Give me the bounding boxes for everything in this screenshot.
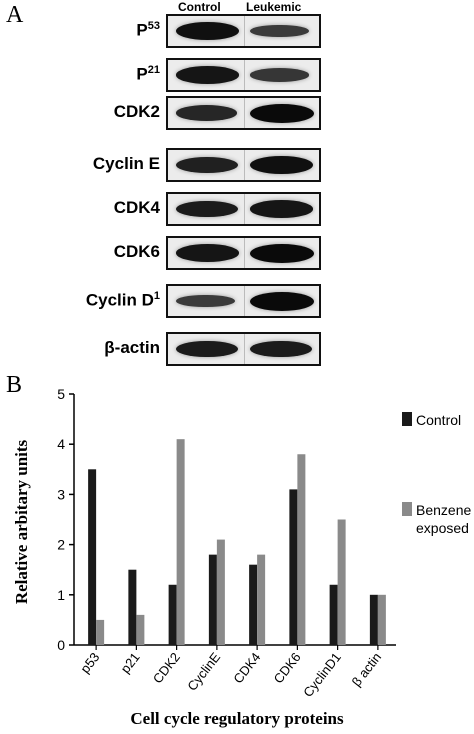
- chart-legend: Control Benzene exposed: [402, 412, 471, 536]
- band-leukemic: [250, 155, 314, 175]
- blot-strip: [166, 96, 321, 130]
- band-leukemic: [250, 243, 314, 263]
- blot-label: CDK4: [114, 198, 160, 218]
- lane-header-leukemic: Leukemic: [246, 0, 302, 14]
- bar-benzene: [136, 614, 145, 645]
- blot-strip: [166, 284, 321, 318]
- x-tick-label: CyclinE: [184, 649, 223, 693]
- x-tick-label: p53: [77, 650, 102, 676]
- blot-strip: [166, 192, 321, 226]
- bar-benzene: [176, 439, 185, 645]
- bar-control: [289, 489, 298, 645]
- blot-strip: [166, 148, 321, 182]
- blot-label-text: β-actin: [104, 338, 160, 357]
- legend-label-control: Control: [416, 412, 461, 428]
- band-leukemic: [250, 200, 313, 218]
- band-control: [176, 21, 240, 41]
- lane-separator: [244, 16, 245, 46]
- blot-strip: [166, 14, 321, 48]
- bar-control: [249, 564, 258, 645]
- x-tick-label: CDK2: [150, 650, 183, 687]
- bar-benzene: [337, 519, 346, 645]
- blot-label: β-actin: [104, 338, 160, 358]
- legend-swatch-benzene: [402, 502, 412, 516]
- band-control: [176, 105, 237, 121]
- lane-separator: [244, 238, 245, 268]
- band-leukemic: [250, 291, 314, 311]
- y-tick-label: 1: [57, 587, 65, 603]
- bar-control: [88, 469, 97, 645]
- x-axis-title: Cell cycle regulatory proteins: [130, 709, 344, 728]
- x-tick-label: CyclinD1: [300, 650, 344, 700]
- y-tick-label: 3: [57, 486, 65, 502]
- x-tick-label: CDK6: [271, 650, 304, 687]
- blot-label: P21: [136, 64, 160, 85]
- blot-strip: [166, 332, 321, 366]
- blot-label: CDK2: [114, 102, 160, 122]
- blot-label: P53: [136, 20, 160, 41]
- bar-control: [208, 554, 217, 645]
- blot-label-sup: 1: [153, 290, 160, 302]
- y-tick-label: 0: [57, 637, 65, 653]
- lane-header-control: Control: [178, 0, 221, 14]
- y-tick-label: 2: [57, 537, 65, 553]
- lane-separator: [244, 150, 245, 180]
- bar-benzene: [297, 454, 306, 645]
- bar-control: [128, 569, 137, 645]
- bar-control: [369, 594, 378, 645]
- band-control: [176, 244, 239, 262]
- blot-label: Cyclin E: [93, 154, 160, 174]
- lane-separator: [244, 334, 245, 364]
- lane-separator: [244, 60, 245, 90]
- x-tick-label: β actin: [349, 650, 385, 690]
- band-control: [176, 200, 239, 218]
- blot-strip: [166, 58, 321, 92]
- x-tick-label: p21: [118, 650, 143, 676]
- band-control: [176, 156, 238, 174]
- bar-benzene: [216, 539, 225, 645]
- band-leukemic: [250, 340, 313, 358]
- chart-bars: [88, 439, 386, 645]
- band-control: [176, 340, 239, 358]
- legend-label-benzene: Benzene: [416, 502, 471, 518]
- bar-control: [329, 584, 338, 645]
- chart-axes: [69, 393, 396, 650]
- blot-label-text: Cyclin E: [92, 154, 160, 173]
- blot-label-text: CDK4: [113, 198, 160, 217]
- legend-swatch-control: [402, 412, 412, 426]
- band-leukemic: [250, 68, 310, 82]
- y-tick-label: 5: [57, 386, 65, 402]
- blot-label-text: CDK2: [113, 102, 160, 121]
- y-tick-label: 4: [57, 436, 65, 452]
- band-control: [176, 294, 235, 308]
- blot-label-text: CDK6: [113, 242, 160, 261]
- band-control: [176, 66, 239, 84]
- band-leukemic: [250, 103, 314, 123]
- legend-label-benzene-2: exposed: [416, 520, 469, 536]
- panel-b-letter: B: [6, 372, 23, 398]
- blot-label-text: P: [136, 64, 148, 84]
- blot-label-sup: 53: [147, 20, 160, 32]
- band-leukemic: [250, 24, 309, 38]
- bar-benzene: [257, 554, 266, 645]
- lane-separator: [244, 286, 245, 316]
- x-tick-label: CDK4: [230, 650, 263, 687]
- blot-label-text: P: [136, 20, 148, 40]
- blot-strip: [166, 236, 321, 270]
- bar-benzene: [377, 594, 386, 645]
- blot-label-text: Cyclin D: [85, 290, 154, 310]
- blot-label: Cyclin D1: [86, 290, 160, 311]
- panel-a-letter: A: [6, 2, 24, 28]
- bar-benzene: [96, 619, 105, 645]
- lane-separator: [244, 194, 245, 224]
- blot-label: CDK6: [114, 242, 160, 262]
- blot-label-sup: 21: [147, 64, 160, 76]
- bar-control: [168, 584, 177, 645]
- y-axis-title: Relative arbitary units: [12, 439, 31, 604]
- lane-separator: [244, 98, 245, 128]
